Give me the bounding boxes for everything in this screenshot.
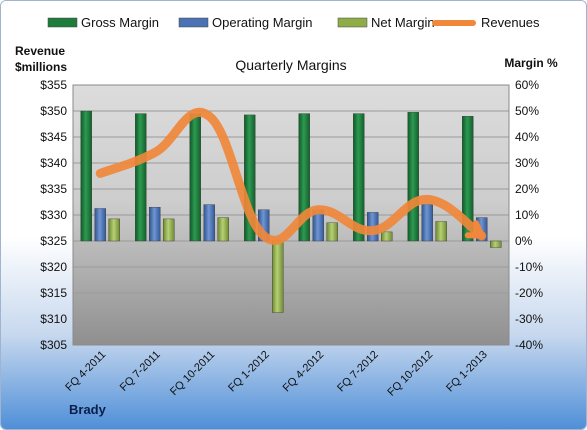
legend-swatch [178, 17, 209, 28]
footer-label: Brady [69, 402, 107, 417]
legend-entry: Revenues [481, 15, 540, 30]
left-tick-label: $335 [40, 182, 67, 196]
bar-net-margin [435, 221, 447, 242]
bar-operating-margin [94, 208, 106, 242]
right-tick-label: 30% [515, 156, 539, 170]
left-tick-label: $345 [40, 130, 67, 144]
left-tick-label: $340 [40, 156, 67, 170]
right-tick-label: 10% [515, 208, 539, 222]
bar-gross-margin [298, 113, 310, 242]
bar-gross-margin [189, 113, 201, 242]
right-tick-label: -10% [515, 260, 543, 274]
left-tick-label: $325 [40, 234, 67, 248]
legend-swatch [337, 17, 368, 28]
bar-net-margin [163, 218, 175, 242]
right-tick-label: -40% [515, 338, 543, 352]
legend: Gross Margin Operating Margin Net Margin Re… [47, 15, 540, 30]
bar-gross-margin [407, 112, 419, 242]
revenues-arrowhead [464, 220, 485, 239]
bar-gross-margin [244, 114, 256, 242]
chart-title: Quarterly Margins [235, 57, 346, 73]
left-tick-label: $330 [40, 208, 67, 222]
bar-gross-margin [462, 115, 474, 242]
bar-net-margin [108, 218, 120, 242]
legend-entry: Net Margin [371, 15, 435, 30]
right-tick-label: 50% [515, 104, 539, 118]
legend-swatch [47, 17, 78, 28]
left-tick-label: $350 [40, 104, 67, 118]
bar-net-margin [381, 231, 393, 242]
left-axis-title: $millions [15, 60, 67, 74]
left-tick-label: $320 [40, 260, 67, 274]
bar-gross-margin [135, 113, 147, 242]
left-tick-label: $310 [40, 312, 67, 326]
right-tick-label: 60% [515, 78, 539, 92]
bar-operating-margin [203, 204, 215, 242]
right-tick-label: 20% [515, 182, 539, 196]
bar-net-margin [272, 240, 284, 313]
axis-titles: Quarterly Margins Revenue $millions Margin … [15, 44, 558, 417]
left-axis-title: Revenue [15, 44, 65, 58]
right-tick-label: -20% [515, 286, 543, 300]
left-tick-label: $305 [40, 338, 67, 352]
bar-gross-margin [353, 113, 365, 242]
bar-gross-margin [80, 110, 92, 242]
legend-entry: Gross Margin [81, 15, 159, 30]
right-tick-label: -30% [515, 312, 543, 326]
bar-net-margin [490, 240, 502, 248]
plot-border [72, 84, 510, 346]
revenues-line [95, 108, 487, 245]
left-tick-label: $315 [40, 286, 67, 300]
left-tick-label: $355 [40, 78, 67, 92]
bar-net-margin [217, 217, 229, 242]
right-tick-label: 0% [515, 234, 533, 248]
legend-entry: Operating Margin [212, 15, 312, 30]
bar-operating-margin [149, 206, 161, 242]
right-tick-label: 40% [515, 130, 539, 144]
bar-operating-margin [421, 204, 433, 242]
bar-net-margin [326, 222, 338, 242]
right-axis-title: Margin % [504, 56, 558, 70]
